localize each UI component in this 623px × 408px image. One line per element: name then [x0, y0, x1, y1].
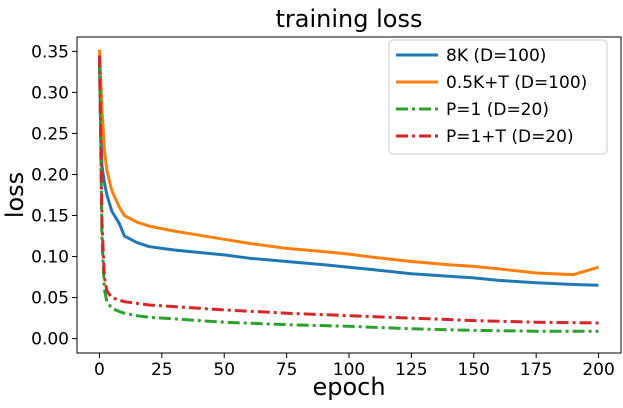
y-axis-label: loss [1, 172, 29, 218]
x-tick-label: 50 [213, 360, 235, 380]
x-tick-label: 100 [333, 360, 365, 380]
legend-box [388, 39, 608, 155]
y-tick-label: 0.30 [31, 83, 69, 103]
series-line-8k-d-100 [98, 67, 599, 287]
x-tick-label: 25 [151, 360, 173, 380]
y-tick-label: 0.35 [31, 42, 69, 62]
x-tick-label: 125 [395, 360, 427, 380]
legend-label-p-1-t-d-20: P=1+T (D=20) [446, 127, 574, 147]
x-tick-label: 150 [458, 360, 490, 380]
x-axis-label: epoch [312, 373, 385, 401]
y-tick-label: 0.15 [31, 207, 69, 227]
series-line-0-5k-t-d-100 [98, 49, 599, 277]
y-tick-label: 0.00 [31, 330, 69, 350]
series-line-p-1-t-d-20 [98, 55, 599, 325]
y-tick-label: 0.20 [31, 165, 69, 185]
series-layer [98, 49, 599, 333]
chart-title: training loss [276, 5, 423, 33]
legend-label-8k-d-100: 8K (D=100) [446, 46, 546, 66]
y-tick-label: 0.05 [31, 289, 69, 309]
x-tick-label: 175 [520, 360, 552, 380]
x-tick-label: 200 [582, 360, 614, 380]
legend-label-p-1-d-20: P=1 (D=20) [446, 100, 549, 120]
y-tick-label: 0.25 [31, 124, 69, 144]
legend-label-0-5k-t-d-100: 0.5K+T (D=100) [446, 73, 587, 93]
y-axis: 0.00 0.05 0.10 0.15 0.20 0.25 0.30 0.35 [31, 42, 77, 350]
y-tick-label: 0.10 [31, 248, 69, 268]
x-tick-label: 0 [94, 360, 105, 380]
legend: 8K (D=100) 0.5K+T (D=100) P=1 (D=20) P=1+T … [388, 39, 608, 155]
series-line-p-1-d-20 [98, 59, 599, 333]
x-tick-label: 75 [276, 360, 298, 380]
x-axis: 0 25 50 75 100 125 150 175 200 [94, 353, 615, 380]
